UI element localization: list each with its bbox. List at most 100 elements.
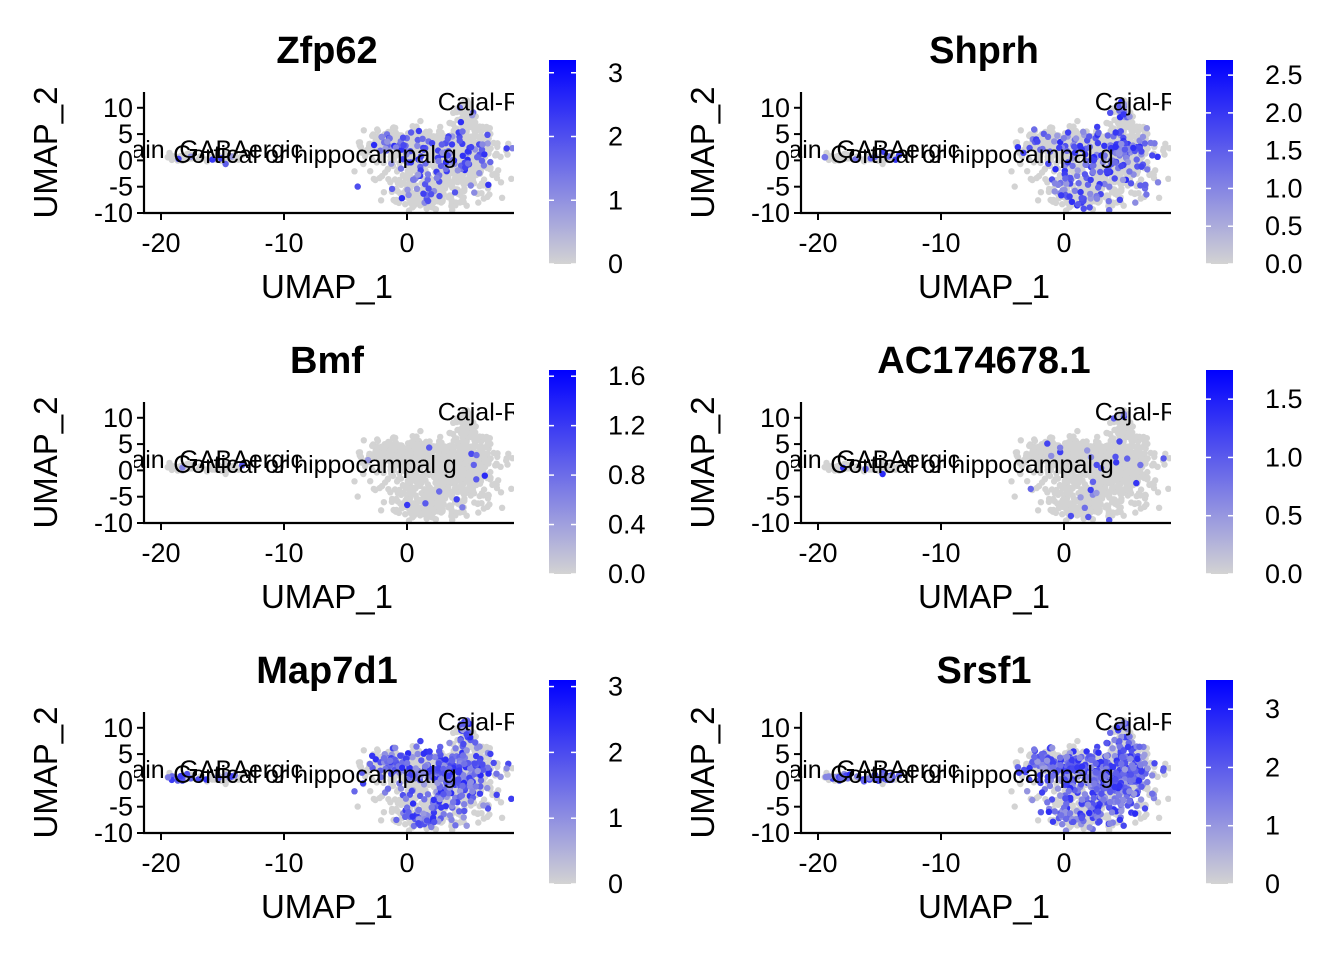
cell-point bbox=[378, 172, 386, 180]
cell-point bbox=[380, 159, 387, 167]
expressing-cell-point bbox=[422, 500, 429, 507]
cell-point bbox=[408, 167, 415, 175]
expressing-cell-point bbox=[1095, 129, 1102, 136]
cell-point bbox=[467, 416, 474, 423]
cell-point bbox=[464, 456, 472, 463]
expressing-cell-point bbox=[1071, 143, 1078, 150]
expressing-cell-point bbox=[1051, 188, 1058, 195]
expressing-cell-point bbox=[1056, 144, 1063, 151]
cell-point bbox=[439, 459, 446, 466]
cell-point bbox=[485, 491, 492, 498]
expressing-cell-point bbox=[1084, 181, 1092, 188]
cell-point bbox=[431, 508, 438, 516]
expressing-cell-point bbox=[1051, 138, 1058, 145]
expressing-cell-point bbox=[399, 156, 407, 163]
x-tick-label: 0 bbox=[399, 538, 414, 568]
cell-point bbox=[427, 501, 435, 508]
y-tick-label: 0 bbox=[118, 455, 133, 485]
cell-point bbox=[492, 152, 499, 159]
expressing-cell-point bbox=[471, 189, 478, 196]
cell-point bbox=[1103, 119, 1110, 127]
y-tick-label: -10 bbox=[94, 198, 133, 228]
y-tick-label: -10 bbox=[94, 508, 133, 538]
expressing-cell-point bbox=[1080, 205, 1087, 212]
x-axis-label: UMAP_1 bbox=[261, 578, 393, 615]
expressing-cell-point bbox=[1054, 132, 1061, 139]
expressing-cell-point bbox=[404, 186, 411, 193]
expressing-cell-point bbox=[1045, 160, 1052, 167]
cell-point bbox=[404, 466, 411, 473]
cell-point bbox=[438, 129, 445, 136]
cell-point bbox=[419, 478, 426, 485]
expressing-cell-point bbox=[1116, 107, 1123, 114]
cell-point bbox=[1131, 190, 1139, 197]
expressing-cell-point bbox=[382, 145, 389, 152]
cell-point bbox=[1048, 197, 1056, 204]
expressing-cell-point bbox=[1139, 133, 1147, 141]
expressing-cell-point bbox=[1080, 128, 1087, 135]
cell-points bbox=[164, 97, 514, 213]
colorbar-tick-label: 0.8 bbox=[608, 460, 646, 490]
expressing-cell-point bbox=[414, 136, 421, 144]
expressing-cell-point bbox=[1107, 109, 1114, 117]
cell-point bbox=[1110, 199, 1117, 207]
expressing-cell-point bbox=[422, 160, 429, 167]
cluster-label: Cortical or hippocampal g bbox=[173, 141, 456, 169]
expressing-cell-point bbox=[1062, 175, 1069, 182]
cell-point bbox=[413, 508, 420, 516]
expressing-cell-point bbox=[1086, 143, 1094, 151]
cell-point bbox=[482, 125, 489, 133]
cell-point bbox=[426, 511, 433, 519]
expressing-cell-point bbox=[419, 135, 426, 142]
cell-point bbox=[463, 111, 470, 118]
cell-point bbox=[458, 430, 465, 438]
cell-point bbox=[487, 440, 494, 448]
cell-point bbox=[1062, 207, 1070, 213]
expressing-cell-point bbox=[1147, 139, 1154, 147]
cell-point bbox=[447, 451, 455, 458]
expressing-cell-point bbox=[885, 153, 892, 160]
cell-point bbox=[388, 498, 396, 505]
expressing-cell-point bbox=[481, 472, 488, 479]
cell-point bbox=[1074, 117, 1081, 125]
expressing-cell-point bbox=[459, 152, 466, 159]
expressing-cell-point bbox=[459, 504, 466, 511]
cell-point bbox=[229, 464, 236, 471]
cell-point bbox=[364, 146, 372, 154]
cell-point bbox=[840, 154, 847, 162]
cell-point bbox=[377, 154, 384, 161]
cell-point bbox=[443, 176, 450, 183]
expressing-cell-point bbox=[1069, 162, 1076, 170]
cell-point bbox=[384, 165, 392, 172]
expressing-cell-point bbox=[414, 142, 421, 149]
x-tick-label: 0 bbox=[1056, 228, 1071, 258]
expressing-cell-point bbox=[397, 165, 405, 172]
cell-point bbox=[425, 489, 432, 497]
cell-point bbox=[1160, 145, 1167, 152]
cell-point bbox=[405, 485, 412, 492]
cell-point bbox=[1023, 168, 1031, 175]
expressing-cell-point bbox=[474, 154, 481, 161]
cell-point bbox=[408, 477, 415, 485]
expressing-cell-point bbox=[428, 140, 436, 147]
y-tick-label: 5 bbox=[118, 119, 133, 149]
expressing-cell-point bbox=[451, 189, 459, 196]
cell-point bbox=[1037, 189, 1045, 196]
x-tick-label: -10 bbox=[264, 538, 303, 568]
cell-point bbox=[475, 199, 482, 206]
expressing-cell-point bbox=[1143, 125, 1151, 132]
expressing-cell-point bbox=[1082, 161, 1089, 168]
expressing-cell-point bbox=[1138, 148, 1145, 155]
expressing-cell-point bbox=[453, 496, 460, 503]
expressing-cell-point bbox=[1101, 142, 1108, 149]
expressing-cell-point bbox=[436, 488, 443, 495]
colorbar bbox=[1206, 60, 1233, 264]
cell-point bbox=[478, 180, 486, 187]
cell-point bbox=[399, 444, 407, 451]
colorbar-tick-label: 2.0 bbox=[1265, 98, 1303, 128]
expressing-cell-point bbox=[1095, 184, 1102, 191]
expressing-cell-point bbox=[478, 157, 486, 164]
cell-point bbox=[453, 199, 460, 207]
expressing-cell-point bbox=[388, 160, 395, 167]
expressing-cell-point bbox=[476, 169, 483, 177]
